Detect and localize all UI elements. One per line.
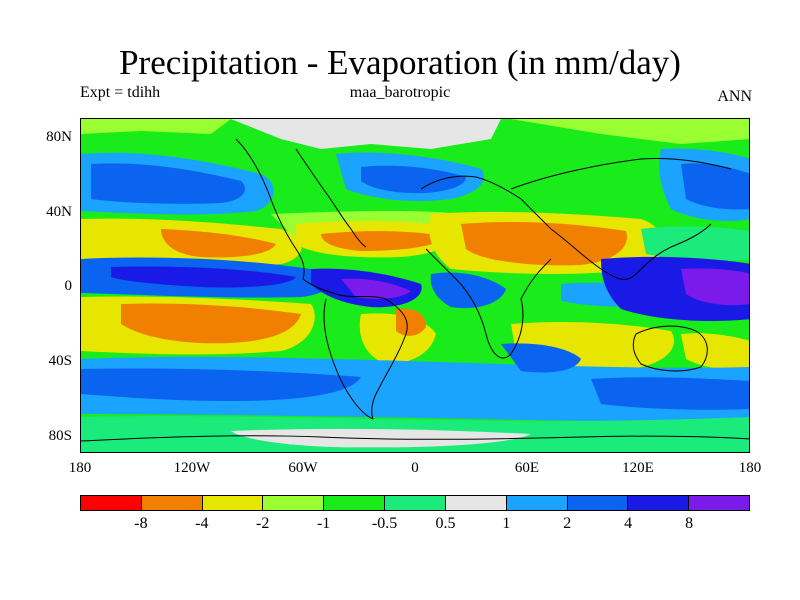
x-tick-0: 0 [411,460,419,476]
colorbar-swatch-4 [324,496,386,510]
australia-region [681,333,749,370]
coastlines [81,138,749,442]
north-america-west-coast [235,138,305,280]
colorbar-label-1: -4 [195,515,209,532]
case-label: maa_barotropic [349,84,451,101]
congo-region [430,272,506,309]
arctic-region [231,119,501,149]
itcz-east-pacific-core [111,266,296,288]
colorbar [80,495,750,511]
amazon-core [341,278,411,299]
colorbar-label-6: 1 [502,515,511,532]
y-tick-80s: 80S [48,428,72,444]
south-pacific-dry-core [121,303,301,344]
y-tick-80n: 80N [46,129,72,145]
sahara-dry-core [461,221,627,266]
colorbar-swatch-6 [445,496,507,510]
colorbar-label-4: -0.5 [371,515,398,532]
west-pacific-subtropic [641,226,749,262]
x-tick-60e: 60E [514,460,540,476]
colorbar-swatch-10 [689,496,749,510]
colorbar-swatch-0 [81,496,142,510]
colorbar-label-9: 8 [685,515,694,532]
north-atlantic-core [361,165,466,194]
colorbar-swatch-5 [385,496,446,510]
asia-south-coast [550,223,712,280]
north-america-east-coast [295,148,367,248]
north-subtropic-pacific-core [161,229,276,258]
colorbar-swatch-3 [263,496,325,510]
colorbar-label-8: 4 [624,515,633,532]
experiment-label: Expt = tdihh [80,84,161,101]
colorbar-swatch-8 [567,496,629,510]
warm-pool-core [681,268,749,306]
kuroshio-core [681,163,749,210]
central-america-coast [302,278,337,295]
colorbar-label-5: 0.5 [435,515,456,532]
x-tick-60w: 60W [288,460,318,476]
south-america-west-coast [323,298,374,420]
x-tick-120w: 120W [173,460,211,476]
colorbar-swatch-7 [506,496,568,510]
antarctica-coast [81,435,749,442]
antarctic-neutral [231,428,531,448]
colorbar-label-3: -1 [316,515,331,532]
y-tick-0: 0 [64,278,73,294]
north-atlantic-dry [321,231,446,251]
colorbar-label-7: 2 [563,515,572,532]
map-canvas [81,119,749,452]
north-pacific-core [91,163,245,204]
season-label: ANN [717,88,752,105]
south-indian-storm [501,343,581,373]
asia-north-coast [510,158,732,190]
europe-coast [420,175,552,230]
southern-indian-core [591,377,749,410]
chart-title: Precipitation - Evaporation (in mm/day) [119,43,681,82]
y-tick-40s: 40S [48,353,72,369]
colorbar-swatch-2 [202,496,264,510]
africa-coast [425,248,552,359]
arctic-east-region [511,119,749,144]
southern-pacific-core [81,368,361,401]
x-tick-180e: 180 [738,460,762,476]
x-tick-120e: 120E [622,460,654,476]
y-tick-40n: 40N [46,204,72,220]
colorbar-label-0: -8 [134,515,148,532]
arctic-west-region [81,119,231,134]
x-tick-180w: 180 [68,460,92,476]
colorbar-swatch-9 [628,496,690,510]
map-panel [80,118,750,453]
south-america-coast [335,293,408,420]
colorbar-label-2: -2 [256,515,270,532]
australia-coast [632,325,708,372]
colorbar-swatch-1 [141,496,203,510]
